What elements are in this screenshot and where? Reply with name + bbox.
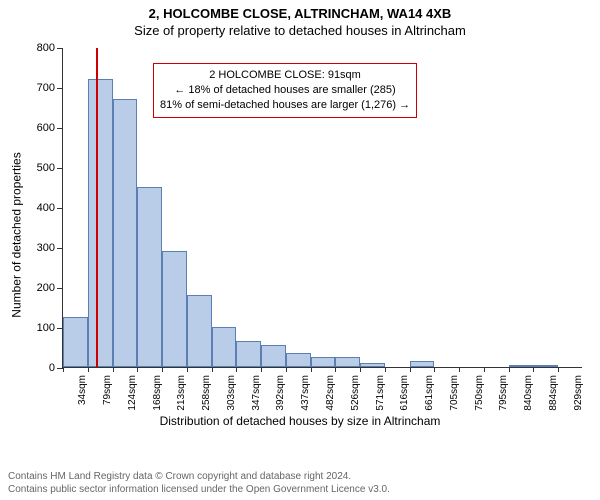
y-tick-label: 300 — [37, 242, 63, 254]
y-tick-label: 500 — [37, 162, 63, 174]
x-tick — [113, 367, 114, 372]
histogram-bar — [137, 187, 162, 367]
x-tick — [261, 367, 262, 372]
y-tick-label: 400 — [37, 202, 63, 214]
histogram-bar — [360, 363, 385, 367]
x-tick-label: 347sqm — [251, 375, 262, 411]
histogram-bar — [236, 341, 261, 367]
x-tick-label: 795sqm — [498, 375, 509, 411]
info-box-line: ← 18% of detached houses are smaller (28… — [160, 83, 410, 98]
y-tick-label: 700 — [37, 82, 63, 94]
x-tick — [434, 367, 435, 372]
x-tick-label: 124sqm — [127, 375, 138, 411]
x-tick-label: 79sqm — [102, 375, 113, 405]
x-tick — [410, 367, 411, 372]
histogram-bar — [88, 79, 113, 367]
x-tick-label: 392sqm — [275, 375, 286, 411]
x-tick-label: 571sqm — [375, 375, 386, 411]
histogram-bar — [113, 99, 138, 367]
x-tick — [509, 367, 510, 372]
footer-attribution: Contains HM Land Registry data © Crown c… — [8, 471, 390, 496]
property-marker-line — [96, 48, 98, 367]
y-tick-label: 0 — [49, 362, 63, 374]
x-tick — [88, 367, 89, 372]
histogram-bar — [286, 353, 311, 367]
x-tick — [212, 367, 213, 372]
page-title: 2, HOLCOMBE CLOSE, ALTRINCHAM, WA14 4XB — [0, 0, 600, 21]
histogram-bar — [335, 357, 360, 367]
x-tick — [137, 367, 138, 372]
y-tick-label: 100 — [37, 322, 63, 334]
x-tick-label: 840sqm — [523, 375, 534, 411]
x-tick-label: 884sqm — [548, 375, 559, 411]
x-axis-label: Distribution of detached houses by size … — [0, 414, 600, 428]
x-tick-label: 929sqm — [573, 375, 584, 411]
x-tick-label: 34sqm — [77, 375, 88, 405]
histogram-bar — [533, 365, 558, 367]
histogram-bar — [509, 365, 534, 367]
x-tick — [63, 367, 64, 372]
histogram-bar — [311, 357, 336, 367]
x-tick-label: 705sqm — [449, 375, 460, 411]
info-box-line: 2 HOLCOMBE CLOSE: 91sqm — [160, 68, 410, 83]
x-tick — [236, 367, 237, 372]
x-tick — [533, 367, 534, 372]
x-tick-label: 661sqm — [424, 375, 435, 411]
x-tick-label: 616sqm — [399, 375, 410, 411]
x-tick — [558, 367, 559, 372]
info-box: 2 HOLCOMBE CLOSE: 91sqm← 18% of detached… — [153, 63, 417, 118]
plot-area: 010020030040050060070080034sqm79sqm124sq… — [62, 48, 582, 368]
x-tick — [187, 367, 188, 372]
histogram-bar — [261, 345, 286, 367]
x-tick — [385, 367, 386, 372]
y-tick-label: 200 — [37, 282, 63, 294]
x-tick-label: 168sqm — [152, 375, 163, 411]
x-tick-label: 526sqm — [350, 375, 361, 411]
x-tick — [459, 367, 460, 372]
x-tick-label: 258sqm — [201, 375, 212, 411]
footer-line-2: Contains public sector information licen… — [8, 484, 390, 497]
page-subtitle: Size of property relative to detached ho… — [0, 21, 600, 38]
y-tick-label: 600 — [37, 122, 63, 134]
histogram-bar — [63, 317, 88, 367]
x-tick — [360, 367, 361, 372]
x-tick-label: 213sqm — [176, 375, 187, 411]
x-tick — [286, 367, 287, 372]
x-tick — [311, 367, 312, 372]
x-tick-label: 750sqm — [474, 375, 485, 411]
info-box-line: 81% of semi-detached houses are larger (… — [160, 98, 410, 113]
chart-container: Number of detached properties 0100200300… — [0, 40, 600, 430]
histogram-bar — [187, 295, 212, 367]
x-tick-label: 303sqm — [226, 375, 237, 411]
histogram-bar — [162, 251, 187, 367]
x-tick — [484, 367, 485, 372]
x-tick-label: 437sqm — [300, 375, 311, 411]
histogram-bar — [212, 327, 237, 367]
x-tick-label: 482sqm — [325, 375, 336, 411]
x-tick — [162, 367, 163, 372]
histogram-bar — [410, 361, 435, 367]
y-tick-label: 800 — [37, 42, 63, 54]
footer-line-1: Contains HM Land Registry data © Crown c… — [8, 471, 390, 484]
y-axis-label: Number of detached properties — [10, 152, 24, 317]
x-tick — [335, 367, 336, 372]
